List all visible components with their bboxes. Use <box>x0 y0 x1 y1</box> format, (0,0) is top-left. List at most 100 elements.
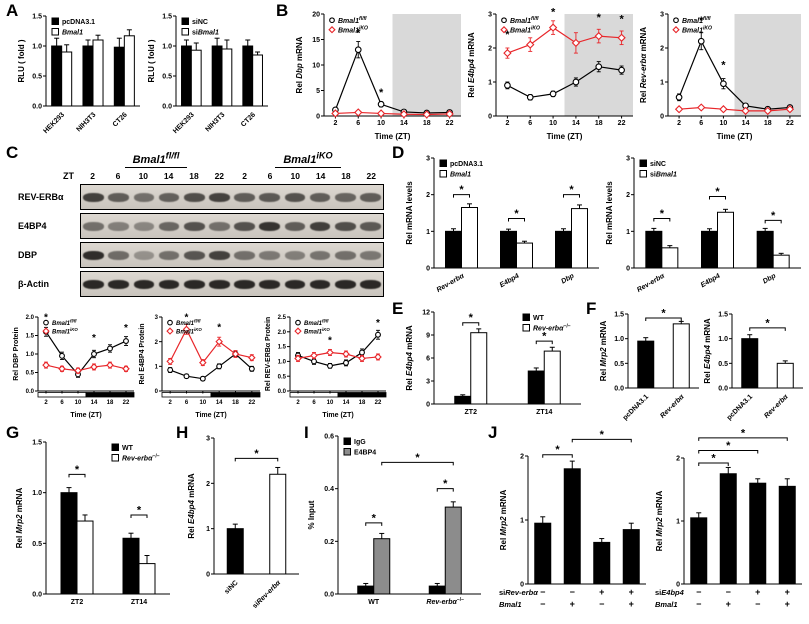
chart-svg-C1: 0.0 0.5 1.0 1.5 2.0 Rel DBP Protein 2 6 10 14 18 22… <box>13 313 135 419</box>
svg-text:*: * <box>372 512 377 524</box>
svg-text:10: 10 <box>377 120 385 127</box>
svg-text:*: * <box>254 448 259 460</box>
svg-text:% Input: % Input <box>307 500 316 529</box>
svg-text:*: * <box>443 478 448 490</box>
svg-text:NIH3T3: NIH3T3 <box>75 111 97 133</box>
svg-text:0.5: 0.5 <box>162 73 172 80</box>
svg-text:10: 10 <box>75 400 82 406</box>
svg-text:18: 18 <box>423 120 431 127</box>
svg-text:+: + <box>599 587 604 597</box>
svg-text:3: 3 <box>155 315 159 321</box>
svg-text:Time (ZT): Time (ZT) <box>322 412 353 419</box>
chart-svg-H: 0 1 2 3 Rel E4bp4 mRNA siNC siRev-erbα * <box>187 435 299 610</box>
chart-mrp2-reverba-oe: 0.0 0.5 1.0 1.5 Rel Mrp2 mRNA pcDNA3.1 Rev-erb… <box>598 304 702 422</box>
svg-text:Bmal1fl/fl: Bmal1fl/fl <box>338 16 367 25</box>
blot-row-label: REV-ERBα <box>18 192 64 202</box>
svg-text:1.5: 1.5 <box>614 311 624 318</box>
zt-lane-value: 10 <box>138 171 149 181</box>
svg-text:Bmal1iKO: Bmal1iKO <box>304 327 330 335</box>
blot-band <box>234 250 255 260</box>
blot-row-label: E4BP4 <box>18 221 47 231</box>
zt-lane-value: 14 <box>163 171 174 181</box>
svg-text:9: 9 <box>426 332 430 339</box>
blot-band <box>133 192 155 202</box>
chart-e4bp4-reverba-oe: 0.0 0.5 1.0 1.5 Rel E4bp4 mRNA pcDNA3.1 Rev-er… <box>702 304 806 422</box>
svg-text:*: * <box>551 7 556 19</box>
svg-text:1: 1 <box>206 526 210 533</box>
svg-text:siRev-erbα: siRev-erbα <box>252 579 283 610</box>
svg-text:ZT14: ZT14 <box>536 409 552 416</box>
svg-text:18: 18 <box>107 400 114 406</box>
blot-group-title-0: Bmal1fl/fl <box>124 150 188 168</box>
blot-band <box>158 279 180 289</box>
svg-text:10: 10 <box>199 400 206 406</box>
svg-text:Rev-erbα: Rev-erbα <box>763 393 790 420</box>
svg-text:siBmal1: siBmal1 <box>650 172 677 179</box>
svg-text:0.2: 0.2 <box>324 539 334 546</box>
svg-text:10: 10 <box>720 120 728 127</box>
svg-text:14: 14 <box>343 400 350 406</box>
svg-text:ZT2: ZT2 <box>71 599 84 606</box>
svg-text:*: * <box>660 208 665 220</box>
blot-band <box>183 192 205 202</box>
blot-band <box>158 221 180 231</box>
svg-text:2: 2 <box>676 455 680 462</box>
svg-text:*: * <box>217 323 221 334</box>
svg-text:*: * <box>505 29 510 41</box>
blot-row-β-Actin: β-Actin <box>18 271 384 297</box>
svg-text:1: 1 <box>660 79 664 86</box>
blot-band <box>234 192 255 202</box>
svg-text:pcDNA3.1: pcDNA3.1 <box>62 19 95 26</box>
svg-text:siRev-erbα: siRev-erbα <box>499 588 538 597</box>
panel-label-j: J <box>488 423 498 442</box>
svg-text:0: 0 <box>676 581 680 588</box>
svg-text:1.0: 1.0 <box>32 490 42 497</box>
zt-lane-value: 2 <box>242 171 247 181</box>
svg-text:22: 22 <box>123 400 130 406</box>
svg-text:Time (ZT): Time (ZT) <box>195 412 226 419</box>
svg-text:Bmal1iKO: Bmal1iKO <box>338 26 368 35</box>
svg-text:1: 1 <box>488 79 492 86</box>
svg-text:*: * <box>92 333 96 344</box>
svg-text:15: 15 <box>312 37 320 44</box>
blot-band <box>108 250 130 260</box>
zt-lane-value: 6 <box>267 171 273 181</box>
svg-text:pcDNA3.1: pcDNA3.1 <box>622 393 650 421</box>
svg-text:0.0: 0.0 <box>32 103 42 110</box>
svg-text:*: * <box>44 313 48 324</box>
svg-text:0.0: 0.0 <box>32 591 42 598</box>
svg-text:−: − <box>696 587 701 597</box>
svg-text:CT26: CT26 <box>240 111 257 128</box>
blot-band <box>309 192 331 202</box>
svg-text:20: 20 <box>312 11 320 18</box>
svg-text:*: * <box>741 427 746 439</box>
svg-text:Bmal1fl/fl: Bmal1fl/fl <box>510 16 539 25</box>
blot-row-DBP: DBP <box>18 242 384 268</box>
svg-text:Bmal1fl/fl: Bmal1fl/fl <box>176 318 201 326</box>
svg-text:Rel Mrp2 mRNA: Rel Mrp2 mRNA <box>15 488 24 549</box>
svg-text:WT: WT <box>368 599 380 606</box>
svg-text:−: − <box>755 599 760 609</box>
blot-band <box>158 192 180 202</box>
svg-text:WT: WT <box>122 445 134 452</box>
svg-text:0.0: 0.0 <box>278 389 287 395</box>
svg-text:0.0: 0.0 <box>614 385 624 392</box>
svg-text:5: 5 <box>316 88 320 95</box>
svg-text:Bmal1: Bmal1 <box>499 600 522 609</box>
svg-text:1.0: 1.0 <box>614 336 624 343</box>
chart-svg-F1: 0.0 0.5 1.0 1.5 Rel Mrp2 mRNA pcDNA3.1 Rev-erb… <box>599 307 699 422</box>
svg-text:ZT2: ZT2 <box>465 409 478 416</box>
svg-text:siBmal1: siBmal1 <box>192 30 219 37</box>
chart-svg-E: 0 3 6 9 12 Rel E4bp4 mRNA ZT2 ZT14 WT Rev-erbα−/−… <box>405 309 581 416</box>
blot-band <box>360 192 381 202</box>
blot-row-E4BP4: E4BP4 <box>18 213 384 239</box>
chart-mrp2-sie4bp4-bmal1: 0 1 2 Rel Mrp2 mRNA siE4bp4 − − + + Bmal1 − + − + * * * <box>654 427 806 618</box>
svg-text:1.5: 1.5 <box>718 311 728 318</box>
svg-text:Rel REV-ERBα Protein: Rel REV-ERBα Protein <box>265 317 272 391</box>
svg-text:*: * <box>328 336 332 347</box>
svg-text:22: 22 <box>618 120 626 127</box>
svg-text:2.0: 2.0 <box>278 330 287 336</box>
chart-svg-J2: 0 1 2 Rel Mrp2 mRNA siE4bp4 − − + + Bmal1 − + − + * * * <box>655 427 802 609</box>
svg-text:*: * <box>75 464 80 476</box>
